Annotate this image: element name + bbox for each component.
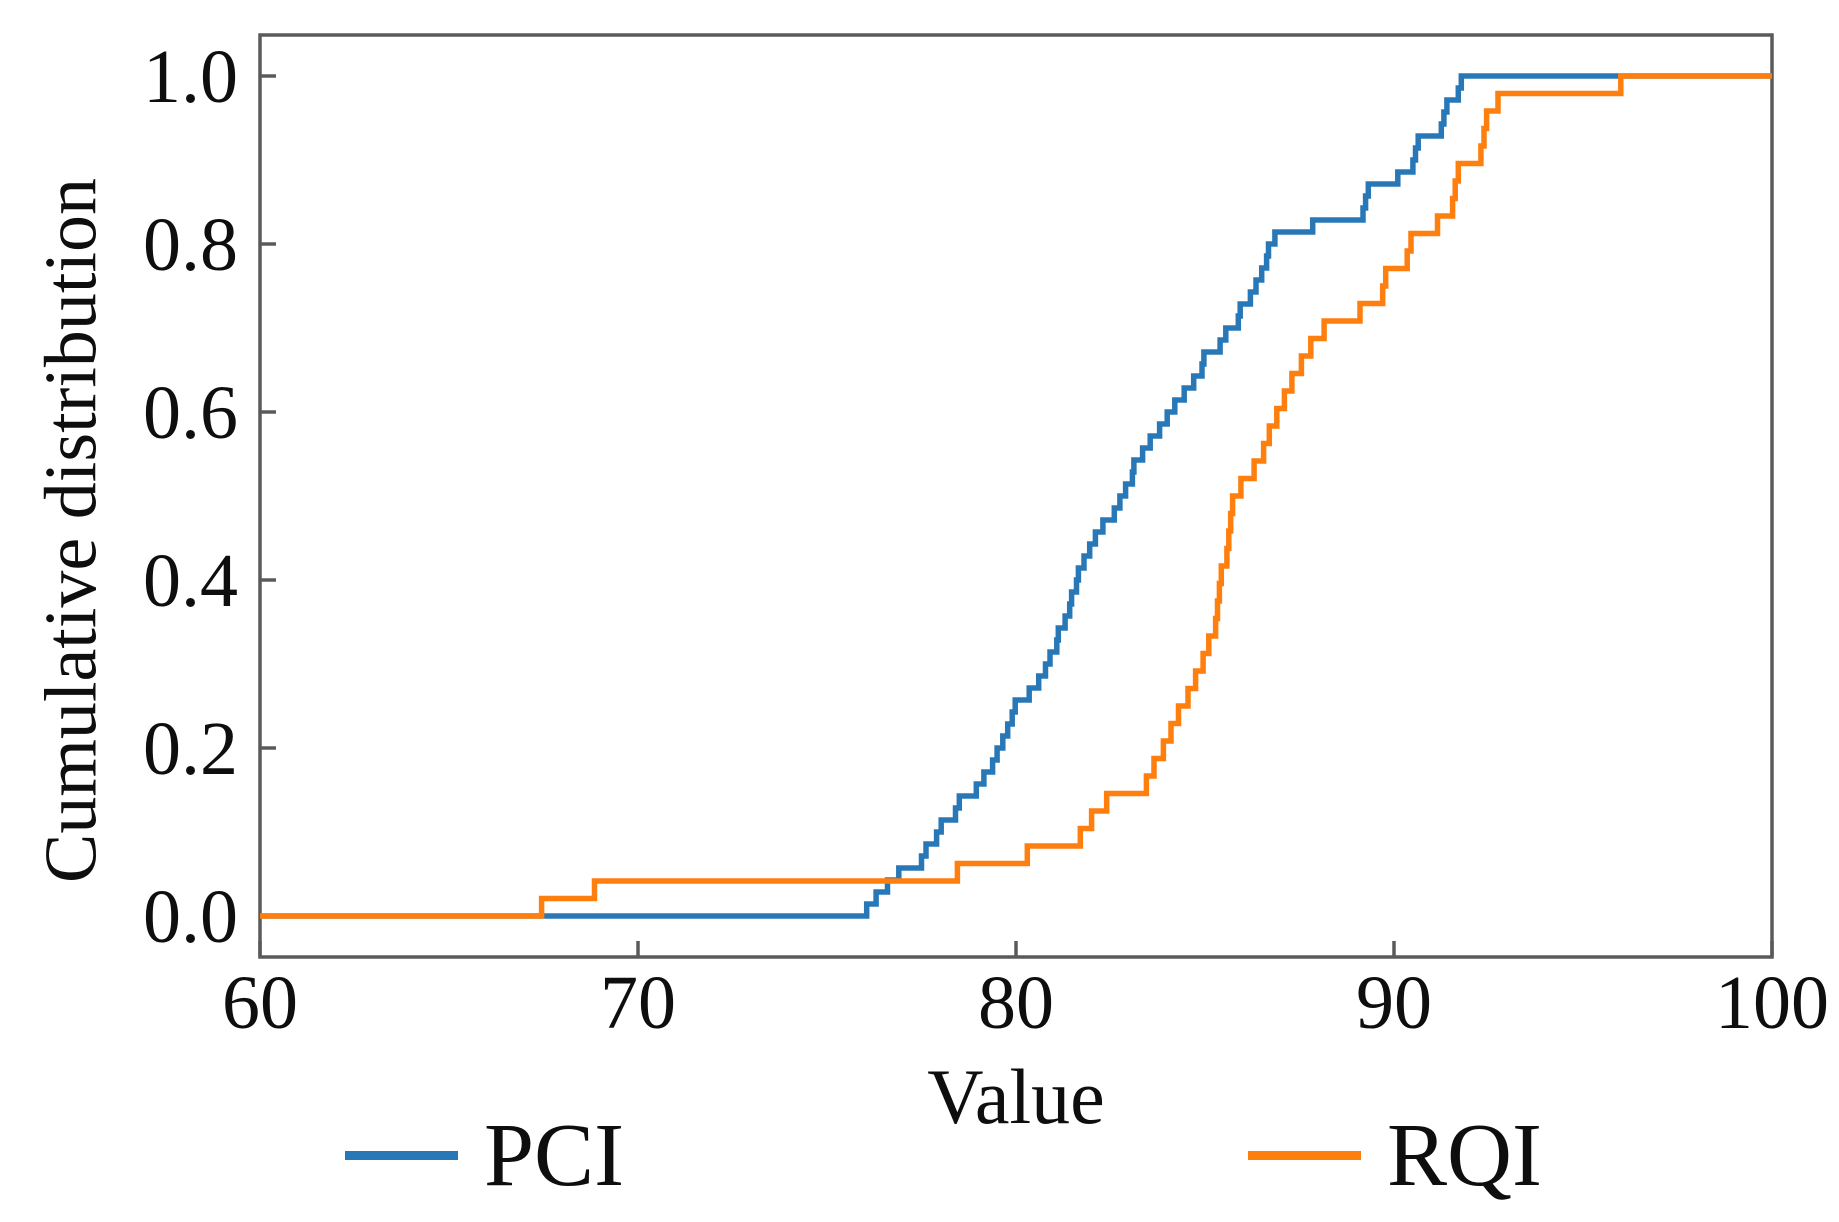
y-tick-label: 0.4 [143,539,238,623]
pci-legend-line-swatch [345,1150,458,1160]
y-tick-label: 0.8 [143,203,238,287]
y-axis-ticks [260,74,276,918]
y-tick-label: 0.6 [143,371,238,455]
legend-item-pci: PCI [345,1100,624,1210]
x-tick-label: 90 [1356,961,1432,1045]
plot-border [258,33,1774,959]
pci-curve [260,73,1772,919]
x-tick-label: 100 [1715,961,1829,1045]
y-axis-label: Cumulative distribution [30,177,113,884]
x-tick-label: 60 [222,961,298,1045]
legend-item-rqi: RQI [1248,1100,1542,1210]
x-axis-label: Value [927,1053,1105,1140]
rqi-legend-line-swatch [1248,1150,1361,1160]
x-tick-labels: 60 70 80 90 100 [222,961,1829,1045]
x-axis-ticks [258,941,1774,957]
x-tick-label: 70 [600,961,676,1045]
rqi-legend-label: RQI [1387,1105,1542,1205]
pci-legend-label: PCI [484,1105,625,1205]
y-tick-label: 0.2 [143,707,238,791]
rqi-curve [260,73,1772,919]
legend: PCI RQI [0,1100,1839,1222]
y-tick-label: 1.0 [143,35,238,119]
y-tick-label: 0.0 [143,875,238,959]
x-tick-label: 80 [978,961,1054,1045]
y-tick-labels: 0.0 0.2 0.4 0.6 0.8 1.0 [143,35,238,959]
